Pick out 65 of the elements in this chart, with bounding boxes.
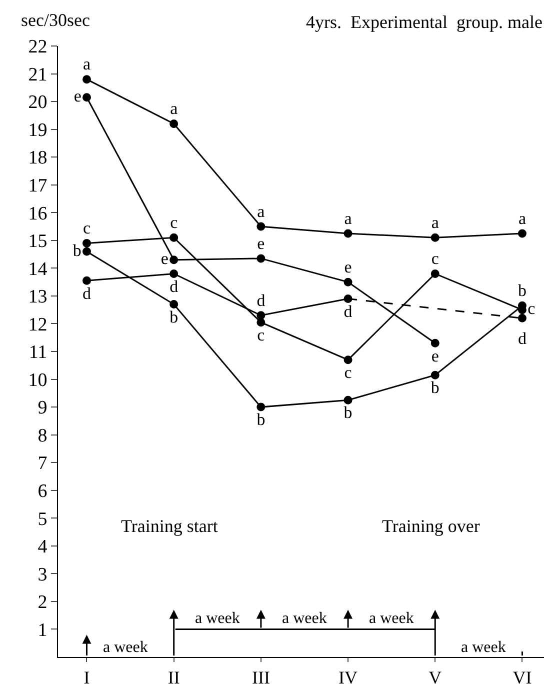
annotation: a week <box>461 639 506 656</box>
chart-title: 4yrs. Experimental group. male <box>306 12 542 32</box>
annotation: a week <box>195 610 240 627</box>
y-tick-label: 13 <box>28 286 48 308</box>
y-tick-label: 18 <box>28 148 48 169</box>
text: b <box>256 410 266 430</box>
y-tick-label: 3 <box>38 564 48 586</box>
annotation: a week <box>369 610 414 627</box>
text: a <box>82 54 91 74</box>
text: b <box>430 378 440 398</box>
text: d <box>344 302 352 321</box>
y-tick-label: 12 <box>28 314 48 336</box>
x-tick-label: I <box>84 668 90 688</box>
y-tick-label: 20 <box>28 92 48 114</box>
text: c <box>431 249 439 268</box>
y-tick-label: 4 <box>38 536 48 558</box>
annotation: a week <box>282 610 327 627</box>
series-label: a <box>257 202 266 221</box>
x-tick-label: VI <box>512 668 532 688</box>
y-axis-title: sec/30sec <box>21 10 90 30</box>
y-tick-label: 15 <box>28 231 48 252</box>
annotation: a week <box>103 639 148 656</box>
y-tick-label: 2 <box>38 592 48 614</box>
text: e <box>344 257 352 276</box>
text: d <box>518 329 526 348</box>
text: a <box>518 208 526 228</box>
text: a <box>431 213 439 232</box>
series-label: e <box>160 249 168 268</box>
series-label: c <box>257 325 266 344</box>
y-tick-label: 5 <box>38 508 48 530</box>
text: b <box>72 240 82 260</box>
text: a <box>170 99 178 118</box>
y-tick-label: 6 <box>38 481 48 502</box>
text: e <box>257 234 265 253</box>
y-tick-label: 16 <box>28 203 48 224</box>
text: a <box>344 208 352 228</box>
text: c <box>344 362 352 382</box>
y-tick-label: 8 <box>38 425 48 446</box>
x-tick-label: IV <box>338 668 358 688</box>
text: b <box>518 281 526 300</box>
y-tick-label: 22 <box>28 36 48 58</box>
x-tick-label: V <box>428 668 442 688</box>
text: c <box>528 299 536 318</box>
y-tick-label: 1 <box>38 620 48 641</box>
text: d <box>256 290 266 310</box>
text: e <box>431 346 439 366</box>
x-tick-label: III <box>252 668 270 688</box>
y-tick-label: 11 <box>28 342 48 364</box>
series-label: d <box>170 276 179 296</box>
text: c <box>82 218 91 238</box>
y-tick-label: 7 <box>38 453 48 474</box>
y-tick-label: 10 <box>28 370 48 391</box>
x-tick-label: II <box>168 668 180 688</box>
text: b <box>344 403 352 422</box>
text: d <box>82 284 91 303</box>
y-tick-label: 14 <box>28 258 48 280</box>
series-label: b <box>170 307 178 326</box>
annotation: Training start <box>121 516 218 536</box>
y-tick-label: 19 <box>28 120 48 141</box>
y-tick-label: 21 <box>28 64 48 86</box>
text: c <box>170 213 178 232</box>
y-tick-label: 9 <box>38 398 48 419</box>
annotation: Training over <box>382 516 480 536</box>
y-tick-label: 17 <box>28 176 48 197</box>
text: e <box>74 86 82 106</box>
